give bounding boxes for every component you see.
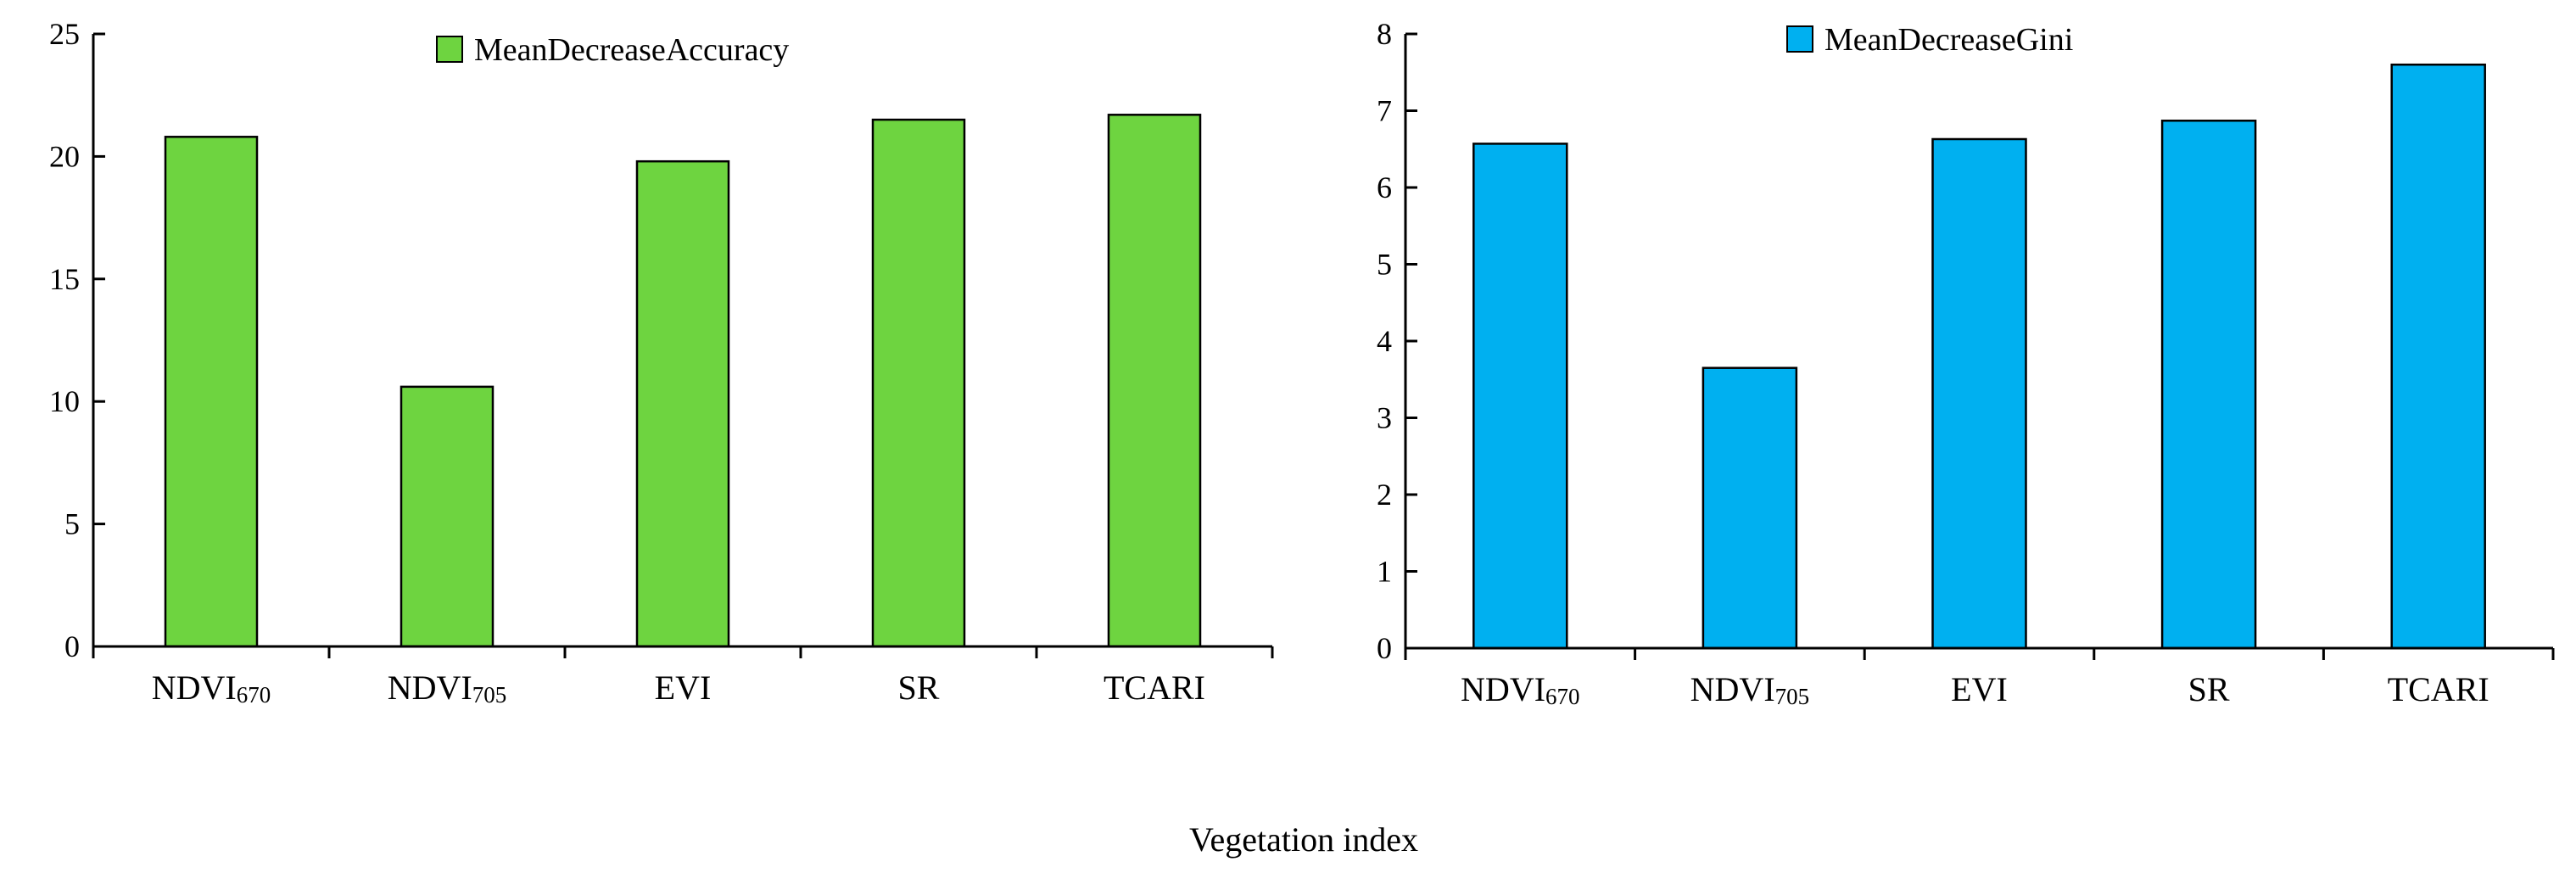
y-tick-label: 3: [1377, 401, 1392, 435]
x-tick-label: TCARI: [2388, 670, 2489, 708]
x-tick-label: SR: [898, 669, 940, 707]
bar-ndvi705: [1702, 366, 1798, 650]
gini-chart: 0 1 2 3 4 5 6 7 8 NDVI670 NDVI705 EVI SR TCARI MeanDec…: [1377, 17, 2555, 709]
y-tick-label: 6: [1377, 171, 1392, 204]
y-tick-label: 5: [1377, 248, 1392, 282]
bar-tcari: [1107, 114, 1202, 648]
y-tick-label: 15: [49, 262, 80, 296]
bar-ndvi705: [400, 385, 495, 648]
y-tick-label: 1: [1377, 555, 1392, 589]
legend-label: MeanDecreaseGini: [1824, 22, 2073, 58]
bar-sr: [2160, 120, 2257, 650]
y-tick-label: 2: [1377, 478, 1392, 512]
x-tick-label: NDVI705: [1690, 670, 1809, 709]
x-tick-label: SR: [2188, 670, 2230, 708]
bar-sr: [871, 118, 966, 648]
legend-swatch: [436, 36, 463, 63]
legend-label: MeanDecreaseAccuracy: [474, 32, 789, 68]
bar-evi: [635, 159, 730, 648]
accuracy-chart: 0 5 10 15 20 25 NDVI670 NDVI705 EVI SR TCARI MeanDe…: [49, 17, 1274, 708]
x-tick-label: EVI: [655, 669, 712, 707]
x-axis-label: Vegetation index: [1189, 820, 1418, 859]
bar-tcari: [2390, 63, 2486, 650]
x-tick-label: NDVI670: [152, 669, 271, 708]
x-tick-label: EVI: [1951, 670, 2008, 708]
x-tick-label: NDVI705: [388, 669, 506, 708]
y-tick-label: 0: [1377, 631, 1392, 665]
y-tick-label: 25: [49, 17, 80, 51]
x-tick-label: NDVI670: [1461, 670, 1579, 709]
y-tick-label: 5: [64, 507, 80, 541]
y-tick-label: 4: [1377, 324, 1392, 358]
bar-evi: [1931, 137, 2027, 650]
bar-ndvi670: [164, 136, 259, 648]
y-tick-label: 10: [49, 384, 80, 418]
y-tick-label: 20: [49, 139, 80, 173]
y-tick-label: 7: [1377, 94, 1392, 128]
x-tick-label: TCARI: [1104, 669, 1205, 707]
y-tick-label: 8: [1377, 17, 1392, 51]
bar-ndvi670: [1472, 143, 1568, 650]
y-tick-label: 0: [64, 629, 80, 663]
legend-swatch: [1786, 25, 1813, 53]
